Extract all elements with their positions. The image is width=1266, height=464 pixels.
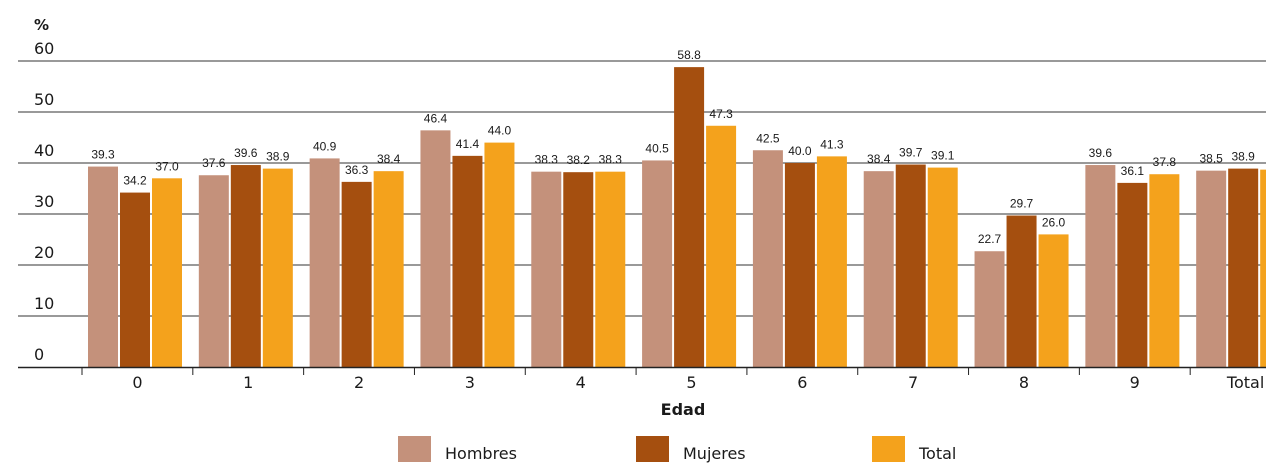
data-label: 22.7 [978,232,1002,246]
bar-mujeres-4 [563,172,594,367]
data-label: 38.4 [377,152,401,166]
bar-total-7 [927,167,958,367]
y-tick-label: 0 [34,345,44,364]
data-label: 39.7 [899,146,923,160]
x-tick-label: 8 [1019,373,1029,392]
data-label: 38.4 [867,152,891,166]
bar-total-6 [816,156,847,367]
data-label: 41.3 [820,137,844,151]
y-tick-label: 50 [34,90,54,109]
bar-total-1 [262,168,293,367]
bar-total-9 [1149,174,1180,367]
bar-hombres-9 [1085,165,1116,367]
bar-hombres-4 [531,171,562,367]
data-label: 39.1 [931,149,955,163]
bar-hombres-2 [309,158,340,367]
legend-label-hombres: Hombres [445,444,517,463]
data-label: 29.7 [1010,197,1034,211]
bar-mujeres-0 [120,192,150,367]
data-label: 34.2 [123,174,147,188]
legend-swatch-mujeres [636,436,669,462]
x-axis-title: Edad [661,400,706,419]
data-label: 41.4 [456,137,480,151]
y-tick-label: 40 [34,141,54,160]
data-label: 37.6 [202,156,226,170]
data-label: 40.9 [313,139,337,153]
bar-mujeres-total [1228,168,1259,367]
data-label: 36.3 [345,163,369,177]
bar-total-4 [595,171,626,367]
bar-total-2 [373,171,404,367]
data-label: 42.5 [756,131,780,145]
data-label: 26.0 [1042,215,1066,229]
legend: Hombres Mujeres Total [398,436,956,463]
bar-total-0 [152,178,182,367]
data-label: 36.1 [1121,164,1145,178]
bar-mujeres-9 [1117,182,1148,367]
x-tick-label: Total [1226,373,1264,392]
bar-mujeres-6 [784,163,815,367]
bar-hombres-7 [863,171,894,367]
data-label: 38.9 [1232,150,1256,164]
bar-hombres-0 [88,166,118,367]
x-axis-tick-labels: 0 1 2 3 4 5 6 7 8 9 Total [132,373,1264,392]
bar-hombres-total [1196,170,1227,367]
data-label: 39.6 [1089,146,1113,160]
y-tick-label: 30 [34,192,54,211]
legend-label-total: Total [918,444,956,463]
bar-hombres-6 [752,150,783,367]
x-tick-label: 5 [686,373,696,392]
legend-swatch-hombres [398,436,431,462]
y-axis-unit-label: % [34,16,49,34]
y-tick-label: 60 [34,39,54,58]
x-tick-label: 4 [576,373,586,392]
bar-mujeres-1 [230,165,261,367]
x-tick-label: 9 [1130,373,1140,392]
bar-mujeres-2 [341,181,372,367]
x-tick-label: 7 [908,373,918,392]
data-label: 40.0 [788,144,812,158]
bar-hombres-1 [198,175,229,367]
y-axis-tick-labels: 0 10 20 30 40 50 60 [34,39,54,364]
x-tick-label: 1 [243,373,253,392]
x-tick-label: 6 [797,373,807,392]
y-tick-label: 20 [34,243,54,262]
data-label: 47.3 [709,107,733,121]
data-label: 38.3 [599,153,623,167]
data-label: 37.8 [1153,155,1177,169]
bar-mujeres-7 [895,164,926,367]
data-label: 58.8 [677,48,701,62]
bar-mujeres-5 [674,67,705,368]
bar-hombres-8 [974,251,1005,367]
x-tick-label: 0 [132,373,142,392]
bar-total-8 [1038,234,1069,367]
data-label: 38.3 [535,153,559,167]
x-tick-label: 3 [465,373,475,392]
bar-mujeres-3 [452,155,483,367]
data-label: 38.2 [567,153,591,167]
legend-swatch-total [872,436,905,462]
bar-total-3 [484,142,515,367]
data-label: 38.5 [1200,152,1224,166]
bar-mujeres-8 [1006,215,1037,367]
data-label: 39.6 [234,146,258,160]
data-label: 40.5 [645,141,669,155]
bar-total-total [1260,169,1266,367]
x-axis [18,366,1266,375]
legend-label-mujeres: Mujeres [683,444,746,463]
y-tick-label: 10 [34,294,54,313]
data-labels: 39.3 34.2 37.0 37.6 39.6 38.9 40.9 36.3 38.4 46.4… [91,48,1256,246]
x-tick-label: 2 [354,373,364,392]
data-label: 39.3 [91,148,115,162]
bar-hombres-3 [420,130,451,367]
data-label: 44.0 [488,124,512,138]
data-label: 37.0 [155,159,179,173]
data-label: 46.4 [424,111,448,125]
bars [88,67,1266,368]
bar-hombres-5 [642,160,673,367]
data-label: 38.9 [266,150,290,164]
bar-total-5 [706,125,737,368]
